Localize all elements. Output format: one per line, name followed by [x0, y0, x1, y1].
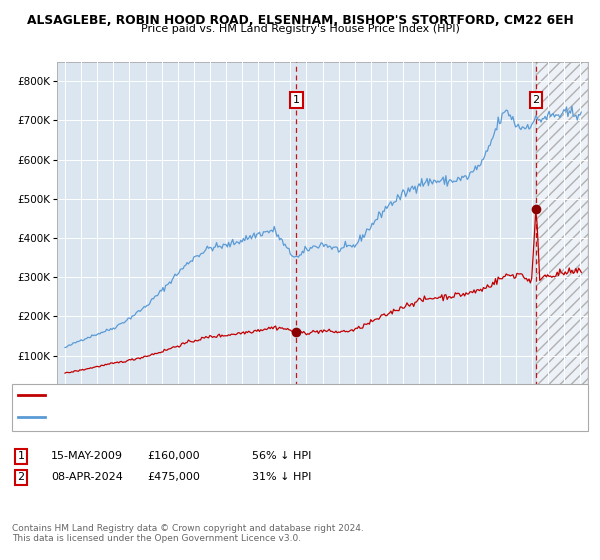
Text: £475,000: £475,000 [147, 472, 200, 482]
Text: ALSAGLEBE, ROBIN HOOD ROAD, ELSENHAM, BISHOP'S STORTFORD, CM22 6EH (detache: ALSAGLEBE, ROBIN HOOD ROAD, ELSENHAM, BI… [48, 390, 485, 400]
Text: 2: 2 [532, 95, 539, 105]
Text: Contains HM Land Registry data © Crown copyright and database right 2024.
This d: Contains HM Land Registry data © Crown c… [12, 524, 364, 543]
Text: 31% ↓ HPI: 31% ↓ HPI [252, 472, 311, 482]
Text: 1: 1 [293, 95, 300, 105]
Text: 2: 2 [17, 472, 25, 482]
Text: 1: 1 [17, 451, 25, 461]
Text: Price paid vs. HM Land Registry's House Price Index (HPI): Price paid vs. HM Land Registry's House … [140, 24, 460, 34]
Text: ALSAGLEBE, ROBIN HOOD ROAD, ELSENHAM, BISHOP'S STORTFORD, CM22 6EH: ALSAGLEBE, ROBIN HOOD ROAD, ELSENHAM, BI… [26, 14, 574, 27]
Text: HPI: Average price, detached house, Uttlesford: HPI: Average price, detached house, Uttl… [48, 412, 277, 422]
Text: 15-MAY-2009: 15-MAY-2009 [51, 451, 123, 461]
Text: 08-APR-2024: 08-APR-2024 [51, 472, 123, 482]
Text: £160,000: £160,000 [147, 451, 200, 461]
Text: 56% ↓ HPI: 56% ↓ HPI [252, 451, 311, 461]
